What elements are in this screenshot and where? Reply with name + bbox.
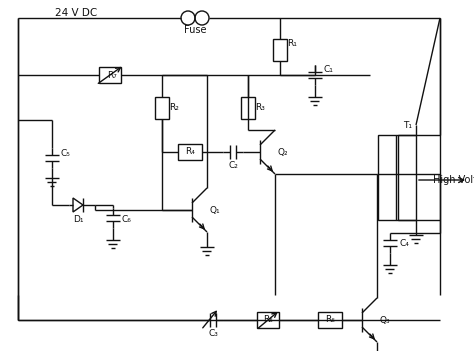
Bar — [241, 97, 255, 119]
Bar — [318, 312, 342, 328]
Text: C₁: C₁ — [323, 66, 333, 74]
Bar — [378, 135, 396, 220]
Text: Q₁: Q₁ — [210, 205, 220, 214]
Text: C₄: C₄ — [399, 238, 409, 247]
Text: D₁: D₁ — [73, 214, 83, 224]
Bar — [178, 144, 202, 160]
Text: 24 V DC: 24 V DC — [55, 8, 97, 18]
Text: R₇: R₇ — [107, 71, 117, 79]
Bar — [155, 97, 169, 119]
Text: R₁: R₁ — [287, 40, 297, 48]
Polygon shape — [73, 198, 83, 212]
Text: C₃: C₃ — [208, 330, 218, 338]
Text: Fuse: Fuse — [184, 25, 206, 35]
Text: R₄: R₄ — [185, 147, 195, 157]
Text: C₅: C₅ — [60, 148, 70, 158]
Bar — [99, 67, 121, 83]
Text: C₆: C₆ — [121, 216, 131, 225]
Text: Q₃: Q₃ — [380, 316, 390, 325]
Text: R₃: R₃ — [255, 104, 265, 113]
Text: R₆: R₆ — [325, 316, 335, 325]
Bar — [398, 135, 416, 220]
Text: C₂: C₂ — [228, 161, 238, 171]
Bar — [257, 312, 279, 328]
Text: R₂: R₂ — [169, 104, 179, 113]
Text: High Voltage: High Voltage — [433, 175, 474, 185]
Text: Q₂: Q₂ — [278, 147, 288, 157]
Text: R₅: R₅ — [263, 316, 273, 325]
Bar — [273, 39, 287, 61]
Text: T₁: T₁ — [403, 120, 412, 130]
